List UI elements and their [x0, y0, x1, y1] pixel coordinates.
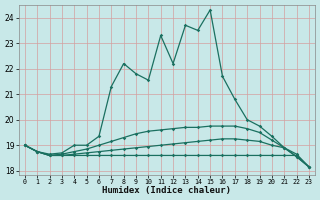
X-axis label: Humidex (Indice chaleur): Humidex (Indice chaleur) [102, 186, 231, 195]
